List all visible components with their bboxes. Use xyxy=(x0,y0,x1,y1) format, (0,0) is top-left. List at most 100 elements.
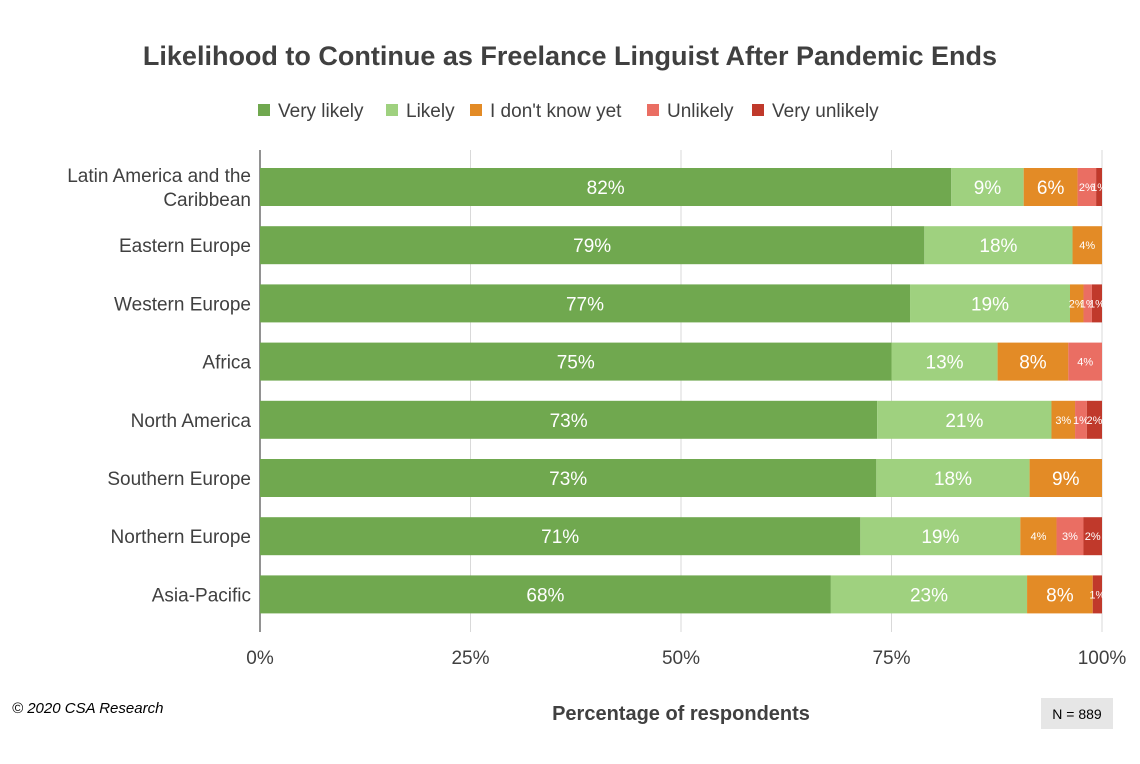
data-label: 4% xyxy=(1077,357,1093,369)
data-label: 4% xyxy=(1030,531,1046,543)
data-label: 71% xyxy=(541,527,579,548)
bar-segment xyxy=(260,459,877,497)
data-label: 3% xyxy=(1062,531,1078,543)
category-label: Southern Europe xyxy=(107,469,251,490)
data-label: 23% xyxy=(910,585,948,606)
data-label: 4% xyxy=(1079,240,1095,252)
bar-segment xyxy=(1027,575,1093,614)
data-label: 3% xyxy=(1055,415,1071,427)
bar-segment xyxy=(891,342,998,381)
category-label: Eastern Europe xyxy=(119,236,251,257)
data-label: 79% xyxy=(573,236,611,257)
data-label: 1% xyxy=(1089,298,1105,310)
data-label: 2% xyxy=(1085,531,1101,543)
sample-size-badge: N = 889 xyxy=(1041,698,1113,729)
data-label: 18% xyxy=(934,469,972,490)
bar-segment xyxy=(997,342,1069,381)
bar-segment xyxy=(924,226,1073,265)
bar-segment xyxy=(877,400,1052,439)
bar-segment xyxy=(860,517,1021,556)
category-label: Africa xyxy=(202,353,251,374)
legend-label: I don't know yet xyxy=(490,101,622,122)
data-label: 9% xyxy=(974,178,1002,199)
legend-label: Likely xyxy=(406,101,455,122)
bar-segment xyxy=(910,284,1071,323)
copyright: © 2020 CSA Research xyxy=(12,700,164,717)
bar-segment xyxy=(260,517,861,556)
data-label: 1% xyxy=(1073,415,1089,427)
data-label: 13% xyxy=(926,353,964,374)
bar-segment xyxy=(1086,400,1102,439)
bar-segment xyxy=(1068,342,1102,381)
bar-segment xyxy=(260,575,831,614)
bar-segment xyxy=(830,575,1028,614)
data-label: 6% xyxy=(1037,178,1065,199)
bar-segment xyxy=(260,400,878,439)
bar-segment xyxy=(876,459,1030,497)
legend: Very likely Likely I don't know yet Unlikel… xyxy=(258,101,879,122)
category-label: Asia-Pacific xyxy=(152,585,251,606)
bar-segment xyxy=(951,168,1024,206)
data-label: 2% xyxy=(1079,182,1095,194)
data-label: 2% xyxy=(1069,298,1085,310)
legend-swatch xyxy=(386,104,398,116)
x-axis-label: Percentage of respondents xyxy=(552,703,810,725)
data-label: 77% xyxy=(566,294,604,315)
x-tick-labels: 0% 25% 50% 75% 100% xyxy=(246,648,1126,669)
x-tick-label: 0% xyxy=(246,648,274,669)
bar-segment xyxy=(260,226,925,265)
bar-segment xyxy=(1070,284,1084,323)
data-label: 68% xyxy=(526,585,564,606)
category-label: Western Europe xyxy=(114,294,251,315)
data-label: 1% xyxy=(1080,298,1096,310)
data-label: 19% xyxy=(971,294,1009,315)
legend-swatch xyxy=(752,104,764,116)
x-tick-label: 100% xyxy=(1078,648,1127,669)
category-label: North America xyxy=(131,411,252,432)
bar-segment xyxy=(1029,459,1102,497)
bar-segment xyxy=(1051,400,1076,439)
x-tick-label: 50% xyxy=(662,648,700,669)
bar-segment xyxy=(260,168,952,206)
bar-segment xyxy=(1083,517,1102,556)
bar-segment xyxy=(1096,168,1102,206)
category-label: Northern Europe xyxy=(111,527,251,548)
data-label: 82% xyxy=(587,178,625,199)
gridlines xyxy=(259,150,1103,632)
data-label: 75% xyxy=(557,353,595,374)
data-label: 9% xyxy=(1052,469,1080,490)
bar-segment xyxy=(1023,168,1078,206)
data-label: 2% xyxy=(1086,415,1102,427)
legend-label: Very unlikely xyxy=(772,101,879,122)
data-label: 1% xyxy=(1091,182,1107,194)
legend-label: Unlikely xyxy=(667,101,734,122)
data-label: 73% xyxy=(549,469,587,490)
x-tick-label: 75% xyxy=(872,648,910,669)
data-label: 73% xyxy=(550,411,588,432)
bar-segment xyxy=(1092,575,1102,614)
bar-segment xyxy=(1075,400,1087,439)
bars: 82% 9% 6% 2%1%79% 18% 4%77% 19% 2%1%1%75% 13% 8% 4… xyxy=(260,168,1107,614)
x-tick-label: 25% xyxy=(451,648,489,669)
bar-segment xyxy=(1077,168,1097,206)
bar-segment xyxy=(1091,284,1102,323)
bar-segment xyxy=(1020,517,1057,556)
data-label: 8% xyxy=(1019,353,1047,374)
bar-segment xyxy=(1083,284,1092,323)
category-label: Latin America and the Caribbean xyxy=(67,166,251,211)
bar-segment xyxy=(260,284,911,323)
data-label: 21% xyxy=(945,411,983,432)
data-label: 19% xyxy=(921,527,959,548)
category-labels: Latin America and the Caribbean Eastern Eu… xyxy=(67,166,251,606)
chart-title: Likelihood to Continue as Freelance Ling… xyxy=(143,41,997,71)
bar-segment xyxy=(1072,226,1102,265)
legend-label: Very likely xyxy=(278,101,364,122)
legend-swatch xyxy=(647,104,659,116)
legend-swatch xyxy=(258,104,270,116)
bar-segment xyxy=(260,342,892,381)
legend-swatch xyxy=(470,104,482,116)
data-label: 18% xyxy=(979,236,1017,257)
data-label: 1% xyxy=(1089,589,1105,601)
data-label: 8% xyxy=(1046,585,1074,606)
